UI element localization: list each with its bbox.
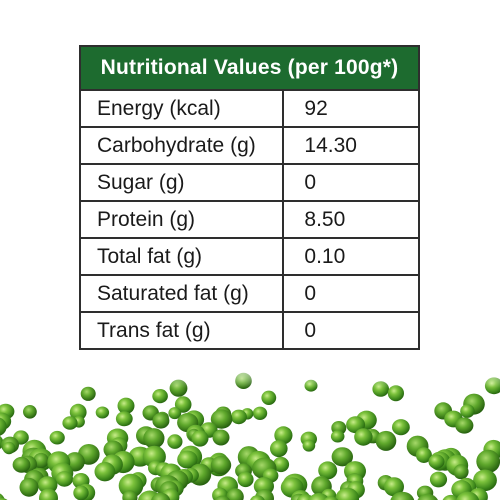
pea (272, 456, 290, 473)
pea (331, 447, 353, 467)
table-title: Nutritional Values (per 100g*) (79, 45, 420, 91)
pea (168, 407, 182, 420)
table-header-row: Nutritional Values (per 100g*) (79, 45, 420, 91)
pea (23, 405, 37, 419)
pea (428, 454, 445, 469)
nutrient-name: Trans fat (g) (78, 311, 285, 350)
pea (274, 426, 293, 445)
pea (151, 492, 171, 500)
pea (33, 452, 49, 469)
pea (384, 477, 404, 497)
pea (415, 447, 432, 463)
nutrition-table: Nutritional Values (per 100g*) Energy (k… (78, 45, 420, 350)
pea (118, 473, 144, 498)
pea (115, 411, 133, 427)
pea (39, 488, 58, 500)
pea (226, 488, 244, 500)
nutrient-name: Protein (g) (78, 200, 285, 239)
pea (375, 430, 397, 451)
pea (473, 469, 497, 492)
table-row: Energy (kcal) 92 (78, 89, 420, 128)
pea (417, 493, 438, 500)
pea (387, 385, 404, 402)
nutrient-value: 92 (282, 89, 420, 128)
pea (177, 450, 198, 469)
pea (152, 389, 168, 404)
pea (210, 455, 232, 475)
pea (252, 406, 268, 420)
pea (455, 417, 474, 434)
pea (270, 440, 288, 458)
pea (12, 456, 31, 473)
pea (476, 449, 500, 473)
pea (354, 428, 373, 446)
pea (117, 397, 135, 414)
nutrient-value: 0 (282, 311, 420, 350)
pea (214, 495, 230, 500)
pea (55, 471, 73, 487)
pea (191, 430, 209, 447)
pea (174, 396, 192, 413)
nutrient-name: Sugar (g) (78, 163, 285, 202)
pea (37, 476, 58, 494)
pea (143, 428, 165, 449)
nutrient-name: Carbohydrate (g) (78, 126, 285, 165)
pea (308, 493, 330, 500)
pea (80, 386, 96, 401)
pea (95, 406, 110, 419)
pea (429, 471, 448, 488)
pea (250, 495, 265, 500)
pea (392, 419, 410, 436)
pea (324, 496, 338, 500)
nutrient-value: 14.30 (282, 126, 420, 165)
pea (261, 390, 277, 405)
pea (302, 439, 316, 452)
table-row: Trans fat (g) 0 (78, 311, 420, 350)
nutrient-name: Saturated fat (g) (78, 274, 285, 313)
nutrient-name: Energy (kcal) (78, 89, 285, 128)
green-peas-image (0, 360, 500, 500)
pea (237, 471, 254, 488)
pea (122, 490, 138, 500)
pea (69, 403, 87, 421)
table-row: Protein (g) 8.50 (78, 200, 420, 239)
pea (167, 434, 183, 449)
pea (0, 417, 7, 436)
pea (335, 487, 360, 500)
nutrient-value: 0.10 (282, 237, 420, 276)
nutrient-value: 8.50 (282, 200, 420, 239)
pea (318, 461, 338, 480)
pea (62, 416, 78, 430)
pea (19, 477, 39, 497)
pea (212, 429, 230, 446)
table-row: Carbohydrate (g) 14.30 (78, 126, 420, 165)
pea (330, 430, 345, 443)
pea (73, 485, 89, 500)
pea (390, 491, 415, 500)
pea (94, 462, 116, 482)
pea (456, 491, 480, 500)
nutrient-value: 0 (282, 163, 420, 202)
pea (453, 464, 469, 480)
nutrient-value: 0 (282, 274, 420, 313)
pea (230, 409, 247, 425)
pea (460, 404, 475, 418)
pea (152, 412, 170, 429)
pea (49, 430, 65, 445)
pea (210, 409, 233, 429)
table-row: Sugar (g) 0 (78, 163, 420, 202)
pea (442, 494, 459, 500)
pea (2, 441, 16, 455)
table-row: Saturated fat (g) 0 (78, 274, 420, 313)
table-row: Total fat (g) 0.10 (78, 237, 420, 276)
pea-group (0, 372, 500, 500)
nutrient-name: Total fat (g) (78, 237, 285, 276)
